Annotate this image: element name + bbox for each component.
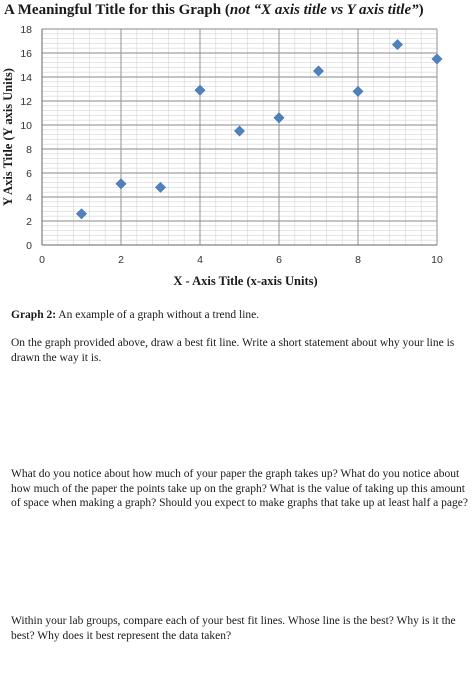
- question-2: What do you notice about how much of you…: [11, 468, 468, 509]
- data-point: [75, 208, 88, 220]
- scatter-chart: 0 2 4 6 8 10 0 2 4 6 8 10 12 14 16 18 X - Axis Title (x…: [1, 24, 443, 288]
- data-point: [233, 125, 246, 137]
- chart-axes: [41, 29, 437, 246]
- chart-title: A Meaningful Title for this Graph (not “…: [4, 1, 472, 19]
- chart-title-end: ): [418, 2, 424, 18]
- x-tick-label: 8: [355, 254, 361, 266]
- data-point: [431, 53, 443, 65]
- y-tick-label: 12: [20, 96, 32, 108]
- y-tick-label: 0: [26, 240, 32, 252]
- x-tick-label: 2: [118, 254, 124, 266]
- question-1: On the graph provided above, draw a best…: [11, 337, 455, 364]
- y-tick-label: 16: [20, 48, 32, 60]
- y-axis-title: Y Axis Title (Y axis Units): [1, 68, 15, 206]
- x-tick-label: 6: [276, 254, 282, 266]
- y-tick-label: 4: [26, 192, 32, 204]
- data-point: [312, 65, 325, 77]
- data-point: [352, 85, 364, 97]
- y-tick-label: 2: [26, 216, 32, 228]
- data-point: [154, 181, 167, 193]
- question-3: Within your lab groups, compare each of …: [11, 615, 456, 642]
- data-point: [273, 112, 285, 124]
- chart-tick-labels: 0 2 4 6 8 10 0 2 4 6 8 10 12 14 16 18: [20, 24, 443, 266]
- x-axis-title: X - Axis Title (x-axis Units): [173, 274, 317, 288]
- x-tick-label: 4: [197, 254, 203, 266]
- x-tick-label: 0: [39, 254, 45, 266]
- caption-label: Graph 2:: [11, 309, 57, 321]
- caption-text: An example of a graph without a trend li…: [56, 309, 260, 321]
- chart-grid: [41, 28, 438, 246]
- chart-title-italic: not “X axis title vs Y axis title”: [229, 2, 419, 18]
- y-tick-label: 14: [20, 72, 32, 84]
- data-point: [115, 178, 127, 190]
- chart-points: [75, 39, 443, 220]
- y-tick-label: 8: [26, 144, 32, 156]
- y-tick-label: 6: [26, 168, 32, 180]
- data-point: [391, 39, 404, 51]
- x-tick-label: 10: [431, 254, 443, 266]
- data-point: [194, 84, 206, 96]
- y-tick-label: 10: [20, 120, 32, 132]
- graph-caption: Graph 2: An example of a graph without a…: [11, 308, 259, 322]
- y-tick-label: 18: [20, 24, 32, 36]
- chart-title-main: A Meaningful Title for this Graph (: [4, 2, 230, 18]
